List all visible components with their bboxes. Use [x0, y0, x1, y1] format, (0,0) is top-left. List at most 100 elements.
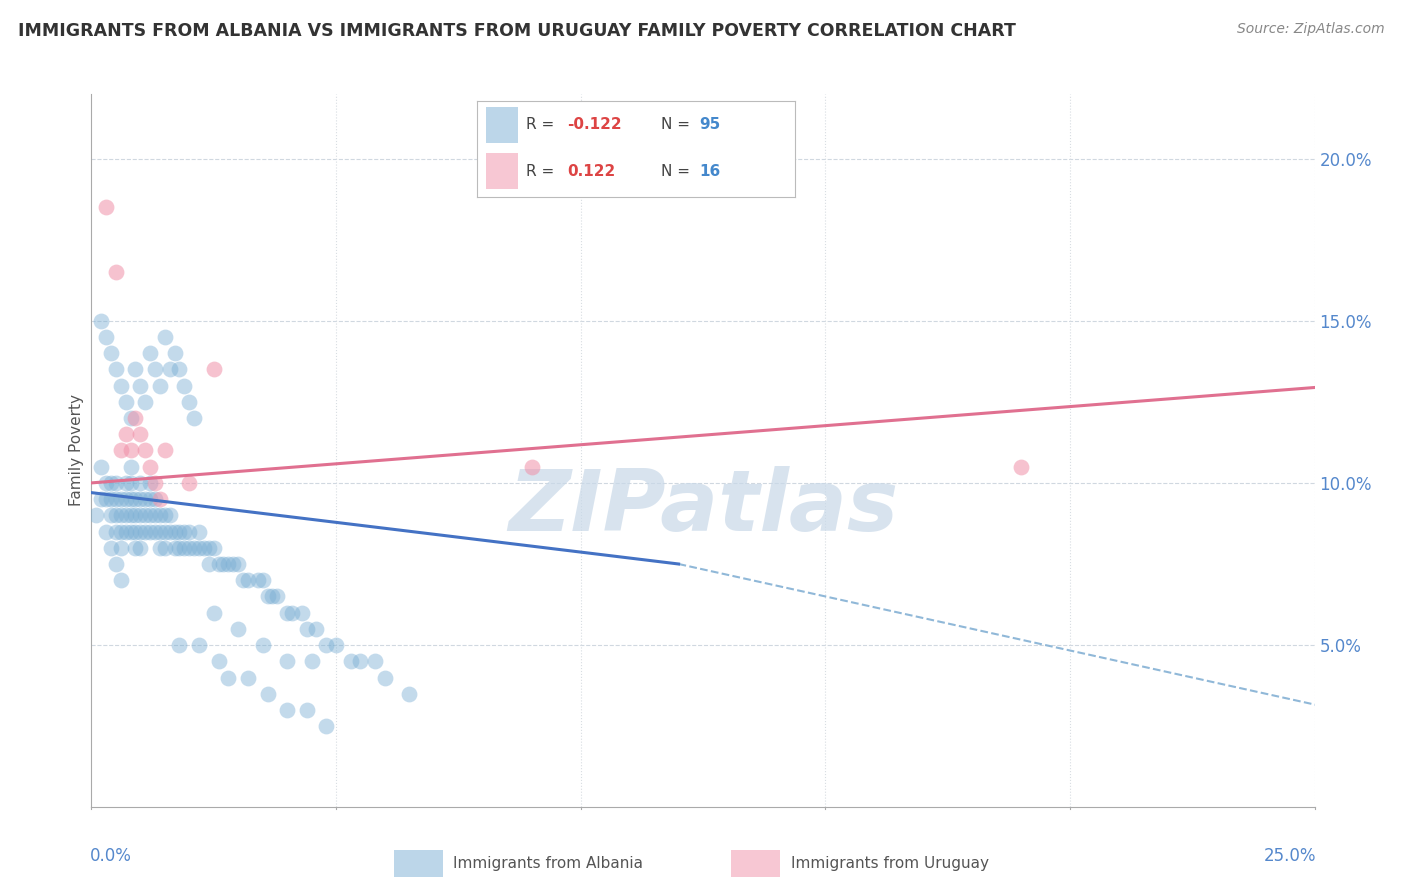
Point: [143, 508, 166, 523]
Point: [217, 671, 239, 685]
Point: [183, 541, 205, 555]
Point: [179, 475, 201, 490]
Point: [256, 590, 278, 604]
Point: [94, 524, 117, 539]
Point: [202, 541, 225, 555]
Point: [129, 475, 152, 490]
Point: [291, 606, 314, 620]
Point: [100, 492, 122, 507]
Point: [110, 443, 132, 458]
Point: [134, 492, 156, 507]
Point: [139, 508, 162, 523]
Point: [114, 492, 136, 507]
Point: [236, 671, 259, 685]
Point: [262, 590, 284, 604]
Point: [163, 524, 186, 539]
Point: [104, 475, 127, 490]
Point: [110, 541, 132, 555]
Point: [110, 573, 132, 587]
Point: [193, 541, 215, 555]
Point: [169, 541, 191, 555]
Point: [134, 508, 156, 523]
Point: [94, 200, 117, 214]
Point: [139, 524, 162, 539]
Point: [94, 492, 117, 507]
Point: [207, 654, 229, 668]
Point: [188, 541, 211, 555]
Point: [266, 590, 288, 604]
Point: [120, 475, 142, 490]
Point: [179, 394, 201, 409]
Text: 25.0%: 25.0%: [1264, 847, 1316, 864]
Point: [134, 524, 156, 539]
Point: [149, 508, 172, 523]
Text: IMMIGRANTS FROM ALBANIA VS IMMIGRANTS FROM URUGUAY FAMILY POVERTY CORRELATION CH: IMMIGRANTS FROM ALBANIA VS IMMIGRANTS FR…: [18, 22, 1017, 40]
Point: [198, 557, 221, 571]
Point: [104, 524, 127, 539]
Point: [114, 394, 136, 409]
Point: [143, 492, 166, 507]
Point: [169, 524, 191, 539]
Point: [120, 411, 142, 425]
Point: [179, 524, 201, 539]
Point: [188, 638, 211, 652]
Point: [90, 314, 112, 328]
Point: [100, 541, 122, 555]
Point: [153, 508, 176, 523]
Point: [129, 378, 152, 392]
Point: [139, 475, 162, 490]
Point: [100, 475, 122, 490]
Point: [120, 508, 142, 523]
Point: [143, 524, 166, 539]
Point: [120, 459, 142, 474]
Point: [276, 703, 298, 717]
Bar: [394, 850, 443, 877]
Point: [104, 265, 127, 279]
Point: [179, 541, 201, 555]
Point: [159, 362, 181, 376]
Point: [183, 411, 205, 425]
Point: [232, 573, 254, 587]
Point: [124, 362, 146, 376]
Point: [163, 346, 186, 360]
Point: [207, 557, 229, 571]
Point: [226, 557, 249, 571]
Point: [143, 362, 166, 376]
Point: [153, 524, 176, 539]
Point: [104, 557, 127, 571]
Point: [173, 541, 195, 555]
Point: [129, 524, 152, 539]
Point: [364, 654, 387, 668]
Point: [104, 492, 127, 507]
Point: [374, 671, 396, 685]
Point: [110, 378, 132, 392]
Point: [163, 541, 186, 555]
Text: Source: ZipAtlas.com: Source: ZipAtlas.com: [1237, 22, 1385, 37]
Point: [134, 394, 156, 409]
Y-axis label: Family Poverty: Family Poverty: [69, 394, 84, 507]
Point: [114, 508, 136, 523]
Point: [325, 638, 347, 652]
Text: 0.0%: 0.0%: [90, 847, 132, 864]
Point: [349, 654, 371, 668]
Point: [315, 719, 337, 733]
Point: [129, 427, 152, 442]
Point: [129, 541, 152, 555]
Point: [90, 492, 112, 507]
Point: [120, 443, 142, 458]
Point: [198, 541, 221, 555]
Point: [173, 378, 195, 392]
Point: [104, 362, 127, 376]
Point: [143, 475, 166, 490]
Point: [139, 459, 162, 474]
Point: [110, 524, 132, 539]
Point: [153, 443, 176, 458]
Point: [301, 654, 323, 668]
Point: [114, 475, 136, 490]
Point: [149, 378, 172, 392]
Point: [398, 687, 420, 701]
Point: [212, 557, 235, 571]
Point: [100, 508, 122, 523]
Point: [252, 638, 274, 652]
Point: [276, 654, 298, 668]
